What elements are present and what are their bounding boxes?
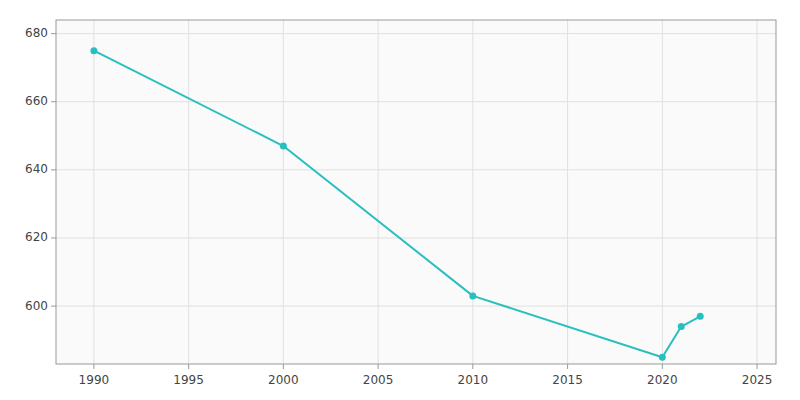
x-tick-label: 2005 [363, 373, 394, 387]
x-tick-label: 1990 [79, 373, 110, 387]
y-tick-label: 660 [25, 94, 48, 108]
y-tick [51, 101, 56, 102]
data-layer [90, 47, 703, 361]
x-tick [662, 364, 663, 369]
grid-line-x [188, 20, 189, 364]
point [697, 313, 704, 320]
point [678, 323, 685, 330]
point [469, 292, 476, 299]
x-tick [93, 364, 94, 369]
plot-frame [56, 20, 776, 364]
y-tick-label: 640 [25, 162, 48, 176]
x-tick-label: 2010 [458, 373, 489, 387]
grid-line-y [56, 237, 776, 238]
grid-line-y [56, 101, 776, 102]
grid-line-y [56, 169, 776, 170]
y-tick-label: 680 [25, 26, 48, 40]
y-tick-label: 620 [25, 230, 48, 244]
y-tick-label: 600 [25, 299, 48, 313]
y-tick [51, 237, 56, 238]
plot-background [56, 20, 776, 364]
grid-line-x [662, 20, 663, 364]
grid-line-x [757, 20, 758, 364]
x-tick [378, 364, 379, 369]
grid-line-x [93, 20, 94, 364]
x-tick-label: 2000 [268, 373, 299, 387]
x-tick-label: 2015 [552, 373, 583, 387]
y-tick [51, 169, 56, 170]
axes: 600 620 640 660 680 1990 1995 2000 2005 2010 2015 2… [25, 26, 772, 387]
grid-line-x [378, 20, 379, 364]
chart: 600 620 640 660 680 1990 1995 2000 2005 2010 2015 2… [0, 0, 800, 400]
grid-line-x [472, 20, 473, 364]
x-tick [757, 364, 758, 369]
grid-line-x [283, 20, 284, 364]
grid-line-x [567, 20, 568, 364]
grid [56, 20, 776, 364]
x-tick [188, 364, 189, 369]
y-tick [51, 306, 56, 307]
point [659, 354, 666, 361]
x-tick [472, 364, 473, 369]
x-tick [567, 364, 568, 369]
x-tick-label: 2020 [647, 373, 678, 387]
grid-line-y [56, 306, 776, 307]
x-tick-label: 1995 [173, 373, 204, 387]
line [94, 51, 700, 358]
x-tick [283, 364, 284, 369]
chart-container: 600 620 640 660 680 1990 1995 2000 2005 2010 2015 2… [0, 0, 800, 400]
point [280, 143, 287, 150]
y-tick [51, 33, 56, 34]
x-tick-label: 2025 [742, 373, 773, 387]
point [90, 47, 97, 54]
grid-line-y [56, 33, 776, 34]
